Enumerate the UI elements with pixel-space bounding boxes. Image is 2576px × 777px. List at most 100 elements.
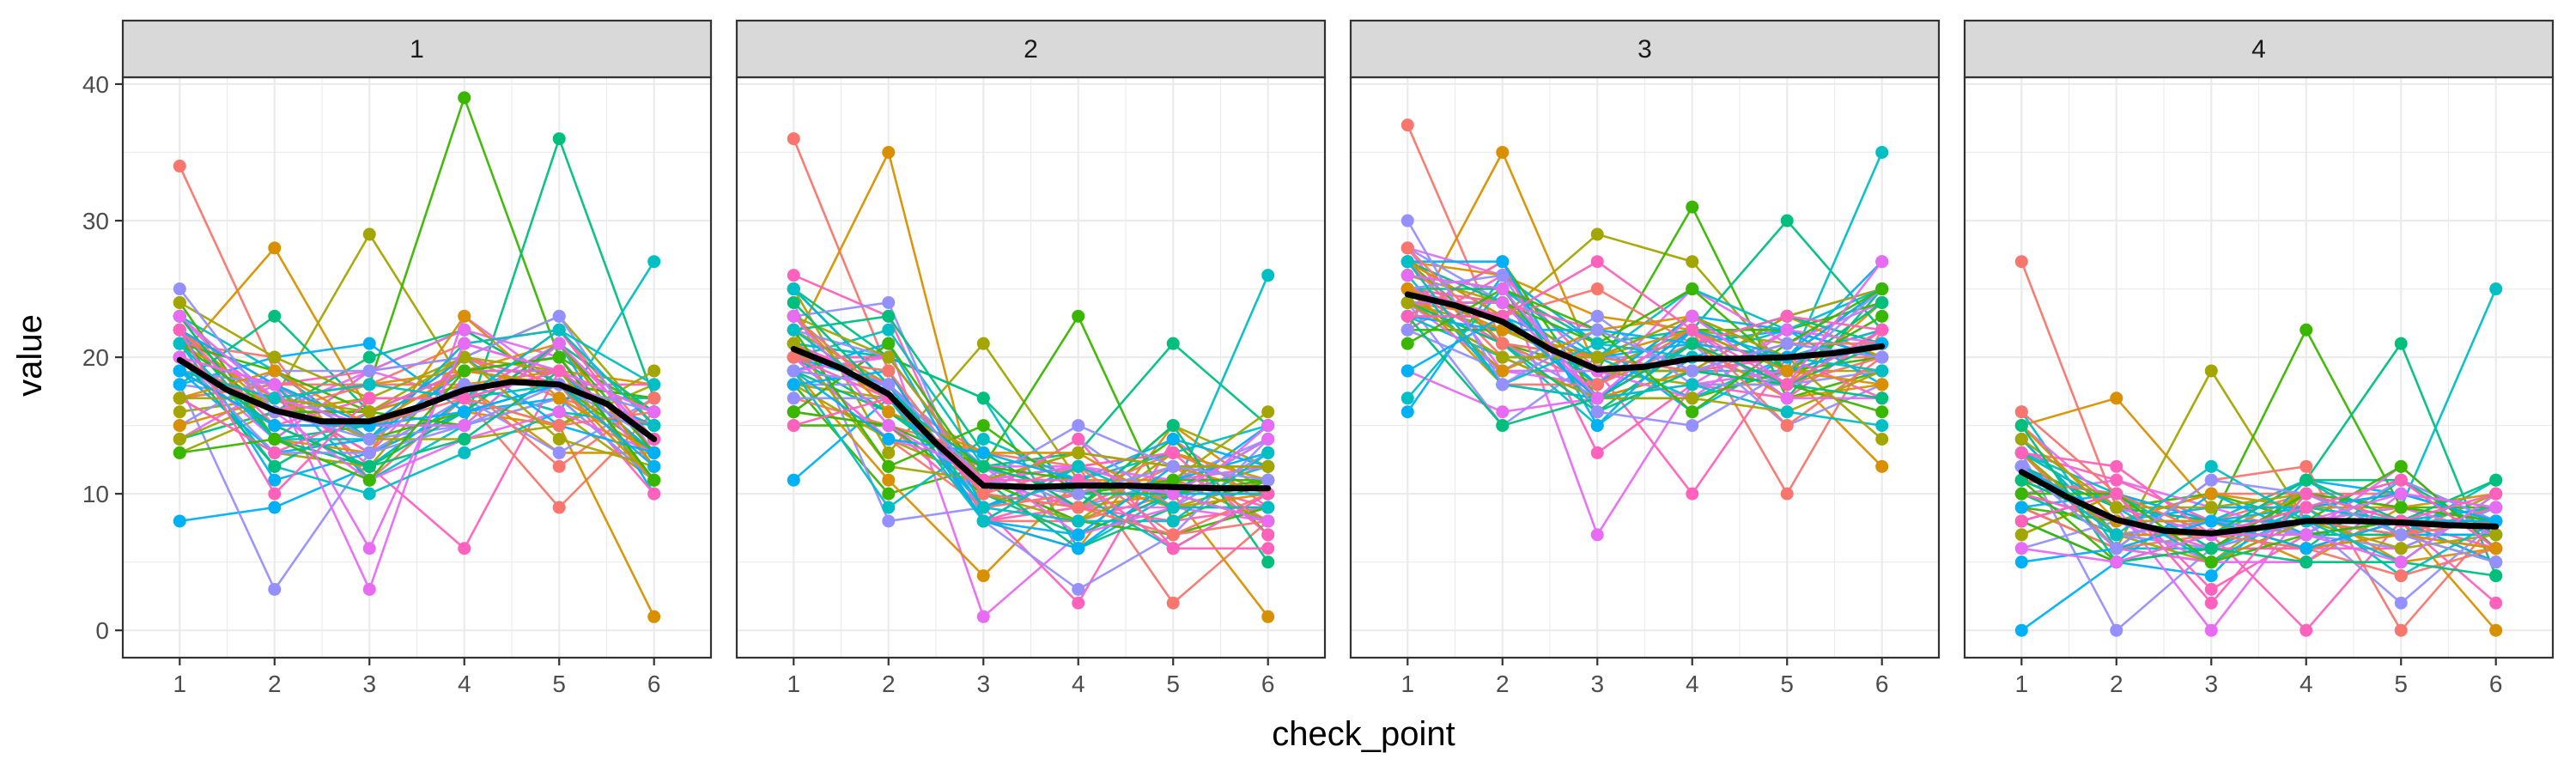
data-point <box>882 459 896 473</box>
x-tick-label: 3 <box>1590 671 1604 697</box>
facet-strip <box>735 19 1327 79</box>
series-line <box>179 328 655 468</box>
data-point <box>1875 295 1889 309</box>
data-point <box>173 309 186 323</box>
data-point <box>1400 255 1414 269</box>
data-point <box>1875 433 1889 446</box>
data-point <box>173 514 186 528</box>
data-point <box>976 392 990 405</box>
data-point <box>2110 542 2123 555</box>
y-tick-label: 10 <box>82 481 109 507</box>
data-point <box>1166 528 1180 542</box>
series-line <box>2021 452 2497 549</box>
x-tick-label: 1 <box>2015 671 2029 697</box>
series-line <box>1406 301 1882 400</box>
data-point <box>552 501 566 514</box>
data-point <box>787 295 800 309</box>
x-tick-label: 6 <box>647 671 661 697</box>
y-tick-label: 30 <box>82 208 109 234</box>
data-point <box>882 419 896 433</box>
x-tick-label: 6 <box>1261 671 1275 697</box>
data-point <box>2300 501 2313 514</box>
series-line <box>793 369 1268 495</box>
data-point <box>976 419 990 433</box>
series-group <box>787 132 1275 623</box>
data-point <box>1590 228 1604 241</box>
series-line <box>1406 220 1882 386</box>
data-point <box>1875 282 1889 296</box>
data-point <box>1590 255 1604 269</box>
data-point <box>2489 569 2503 583</box>
data-point <box>1875 378 1889 392</box>
data-point <box>1072 446 1085 459</box>
data-point <box>1072 514 1085 528</box>
series-line <box>2020 492 2497 605</box>
data-point <box>976 487 990 501</box>
data-point <box>2204 473 2218 487</box>
data-point <box>976 459 990 473</box>
data-point <box>1261 514 1275 528</box>
smooth-trend-line <box>2018 469 2500 537</box>
data-point <box>1875 145 1889 159</box>
data-point <box>787 364 800 378</box>
data-point <box>173 282 186 296</box>
data-point <box>787 269 800 282</box>
data-point <box>1261 446 1275 459</box>
data-point <box>1875 364 1889 378</box>
data-point <box>1875 405 1889 419</box>
series-line <box>179 369 655 468</box>
smooth-trend-line <box>790 346 1272 492</box>
data-point <box>2300 528 2313 542</box>
data-point <box>1261 555 1275 569</box>
data-point <box>882 487 896 501</box>
data-point <box>458 542 471 555</box>
data-point <box>1686 364 1699 378</box>
data-point <box>1780 487 1794 501</box>
data-point <box>787 392 800 405</box>
data-point <box>647 459 661 473</box>
data-point <box>268 459 282 473</box>
data-point <box>1590 282 1604 296</box>
data-point <box>647 392 661 405</box>
data-point <box>1261 473 1275 487</box>
data-point <box>552 132 566 146</box>
data-point <box>1400 241 1414 255</box>
data-point <box>1780 214 1794 228</box>
data-point <box>2204 596 2218 610</box>
data-point <box>458 350 471 364</box>
data-point <box>2394 596 2408 610</box>
series-line <box>1406 274 1882 427</box>
data-point <box>1590 378 1604 392</box>
data-point <box>882 473 896 487</box>
data-point <box>2110 459 2123 473</box>
data-point <box>787 473 800 487</box>
x-tick-label: 1 <box>1401 671 1415 697</box>
data-point <box>2489 501 2503 514</box>
data-point <box>787 378 800 392</box>
data-point <box>362 228 376 241</box>
data-point <box>2394 501 2408 514</box>
data-point <box>268 364 282 378</box>
data-point <box>458 337 471 350</box>
data-point <box>552 419 566 433</box>
data-point <box>268 350 282 364</box>
data-point <box>2489 528 2503 542</box>
data-point <box>882 145 896 159</box>
x-tick-label: 5 <box>2394 671 2408 697</box>
series-line <box>2020 424 2496 577</box>
data-point <box>882 364 896 378</box>
x-tick-label: 4 <box>1686 671 1699 697</box>
y-axis-title: value <box>11 314 49 397</box>
data-point <box>1072 419 1085 433</box>
data-point <box>647 446 661 459</box>
data-point <box>647 610 661 623</box>
data-point <box>1261 542 1275 555</box>
data-point <box>1590 446 1604 459</box>
data-point <box>1496 378 1510 392</box>
data-point <box>1400 118 1414 132</box>
data-point <box>1400 405 1414 419</box>
data-point <box>2014 514 2028 528</box>
data-point <box>1072 459 1085 473</box>
data-point <box>1686 200 1699 214</box>
